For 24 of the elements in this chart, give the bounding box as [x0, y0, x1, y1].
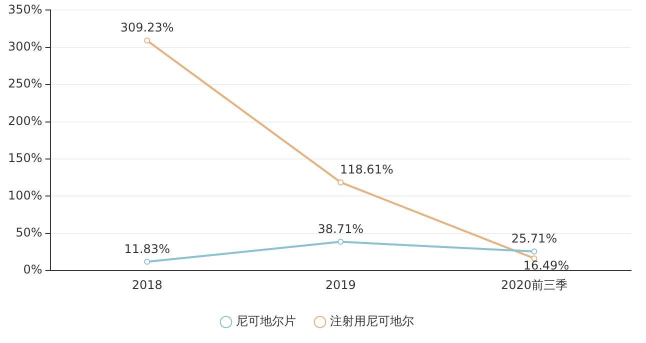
y-tick-label: 350%	[8, 2, 42, 16]
point	[144, 38, 150, 44]
data-label: 16.49%	[523, 258, 570, 272]
legend-label: 尼可地尔片	[236, 314, 296, 328]
x-tick-label: 2020前三季	[500, 278, 568, 292]
data-label: 11.83%	[124, 242, 170, 256]
data-label: 309.23%	[120, 20, 174, 35]
x-tick-label: 2018	[132, 278, 162, 292]
data-label: 38.71%	[318, 222, 364, 236]
legend-label: 注射用尼可地尔	[330, 314, 414, 328]
x-tick-label: 2019	[325, 278, 356, 292]
data-label: 118.61%	[340, 162, 394, 176]
y-tick-label: 100%	[8, 188, 42, 202]
data-label: 25.71%	[511, 232, 558, 246]
y-tick-label: 250%	[8, 76, 42, 91]
y-tick-label: 200%	[8, 114, 42, 128]
y-tick-label: 50%	[16, 226, 42, 240]
point	[144, 258, 150, 265]
y-tick-label: 150%	[8, 151, 42, 166]
y-tick-label: 300%	[8, 40, 42, 54]
point	[338, 238, 344, 245]
y-tick-label: 0%	[23, 262, 42, 277]
point	[531, 248, 538, 254]
point	[338, 179, 344, 186]
